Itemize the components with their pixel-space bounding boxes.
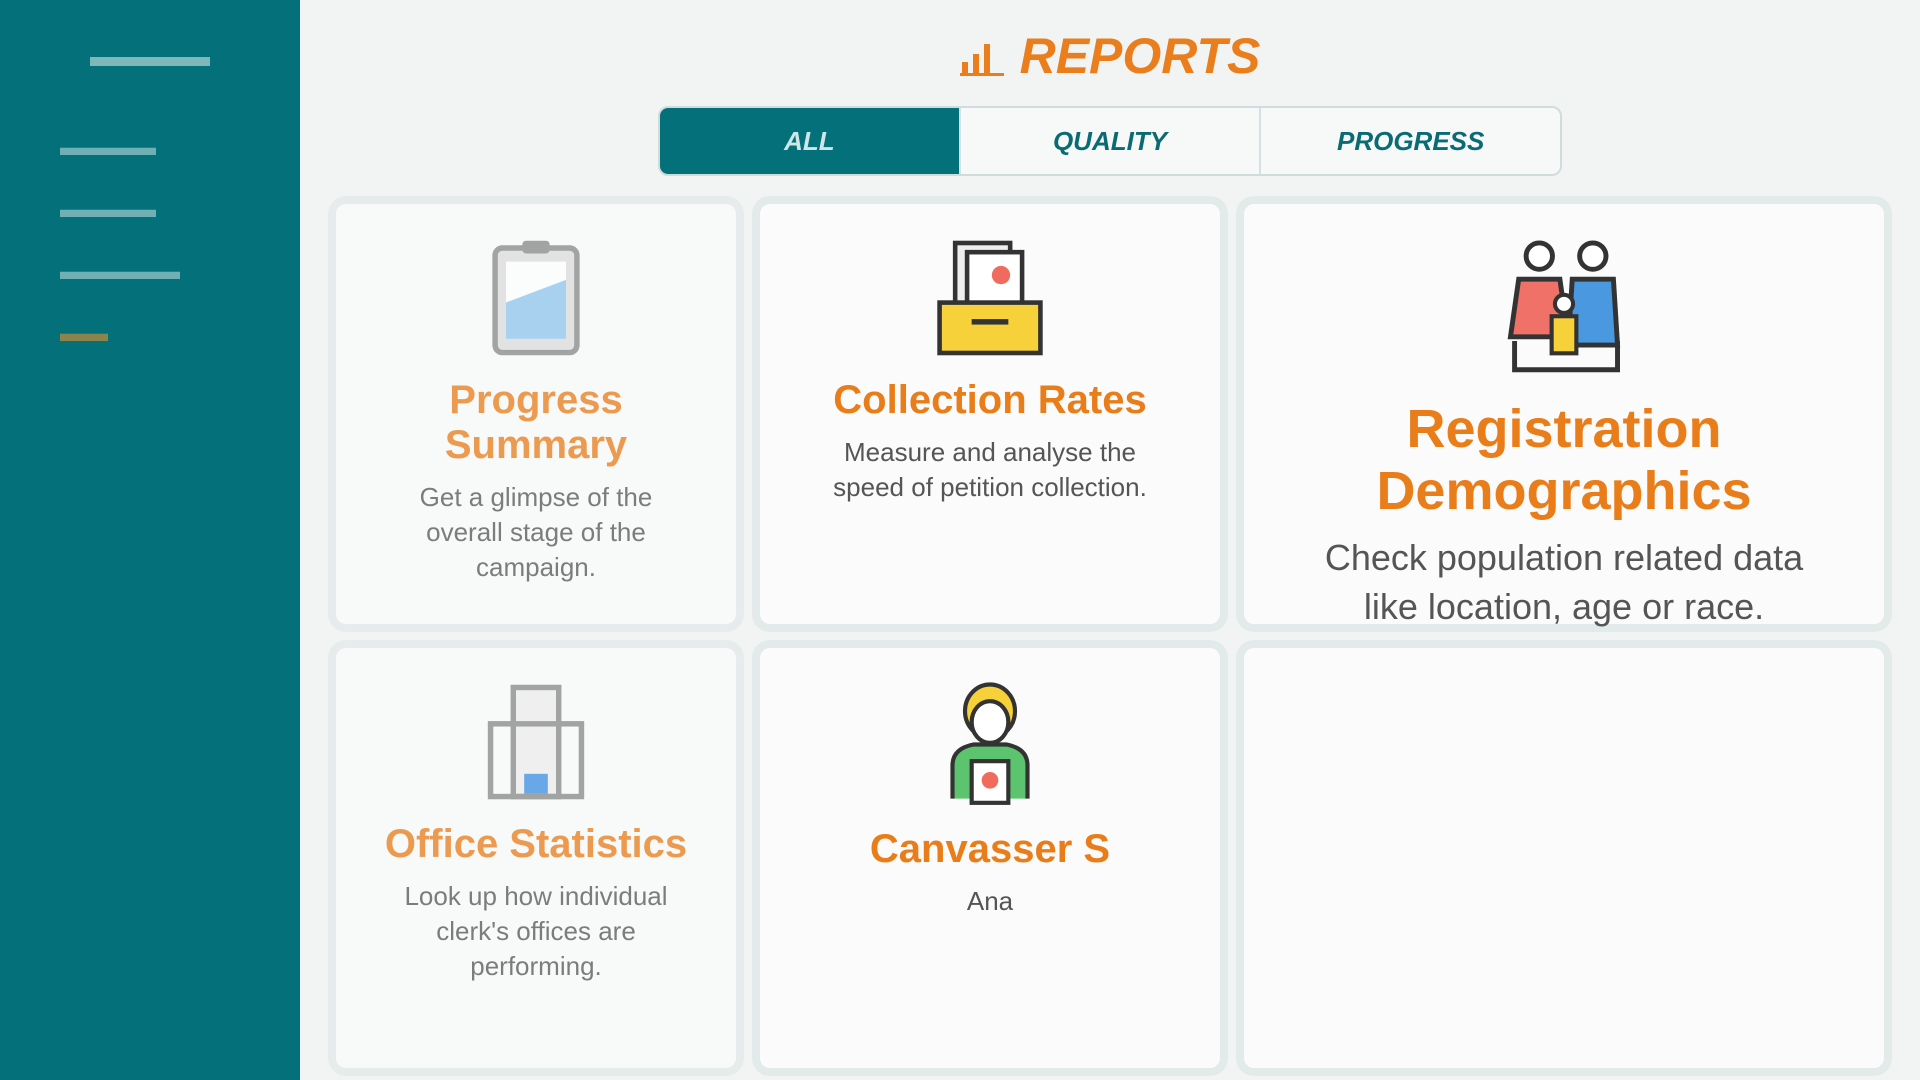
tab-progress[interactable]: PROGRESS [1336, 125, 1485, 156]
card-registration-demographics[interactable]: Registration Demographics Check populati… [1244, 204, 1884, 627]
file-drawer-icon [937, 240, 1043, 356]
card-title: Registration Demographics [1376, 399, 1752, 521]
office-building-icon [487, 684, 585, 800]
report-cards-grid: Progress Summary Get a glimpse of the ov… [336, 204, 1884, 1068]
sidebar-item[interactable]: ▬▬▬▬▬ [60, 258, 180, 285]
card-description: Measure and analyse the speed of petitio… [833, 437, 1147, 503]
card-description: Check population related data like locat… [1324, 537, 1804, 627]
card-progress-summary[interactable]: Progress Summary Get a glimpse of the ov… [336, 204, 736, 624]
sidebar: ▬▬▬▬ ▬▬▬▬ ▬▬▬▬ ▬▬▬▬▬ ▬▬ [0, 0, 300, 1080]
sidebar-item[interactable]: ▬▬▬▬ [60, 134, 156, 161]
sidebar-item-reports[interactable]: ▬▬ [60, 320, 108, 347]
sidebar-item[interactable]: ▬▬▬▬ [60, 196, 156, 223]
card-collection-rates[interactable]: Collection Rates Measure and analyse the… [760, 204, 1220, 624]
page-title-text: REPORTS [1019, 28, 1261, 84]
sidebar-logo: ▬▬▬▬ [90, 40, 210, 73]
card-description: Ana [966, 886, 1014, 916]
card-description: Get a glimpse of the overall stage of th… [419, 482, 653, 583]
canvasser-badge-icon [950, 682, 1030, 805]
card-title: Canvasser S [869, 827, 1111, 871]
card-canvasser-stats[interactable]: Canvasser S Ana [760, 648, 1220, 1068]
card-title: Collection Rates [833, 378, 1147, 422]
card-description: Look up how individual clerk's offices a… [404, 881, 668, 982]
page-title: REPORTS [959, 24, 1261, 88]
bar-chart-icon [959, 44, 1004, 76]
main-content: REPORTS ALL QUALITY PROGRESS Progress Su… [300, 0, 1920, 1080]
card-title: Office Statistics [384, 822, 688, 866]
card-empty[interactable] [1244, 648, 1884, 1068]
tab-quality[interactable]: QUALITY [961, 108, 1262, 174]
clipboard-chart-icon [492, 240, 580, 356]
card-office-statistics[interactable]: Office Statistics Look up how individual… [336, 648, 736, 1068]
report-filter-tabs: ALL QUALITY PROGRESS [658, 106, 1562, 176]
tab-all[interactable]: ALL [660, 108, 961, 174]
family-icon [1507, 240, 1621, 373]
card-title: Progress Summary [444, 378, 628, 467]
